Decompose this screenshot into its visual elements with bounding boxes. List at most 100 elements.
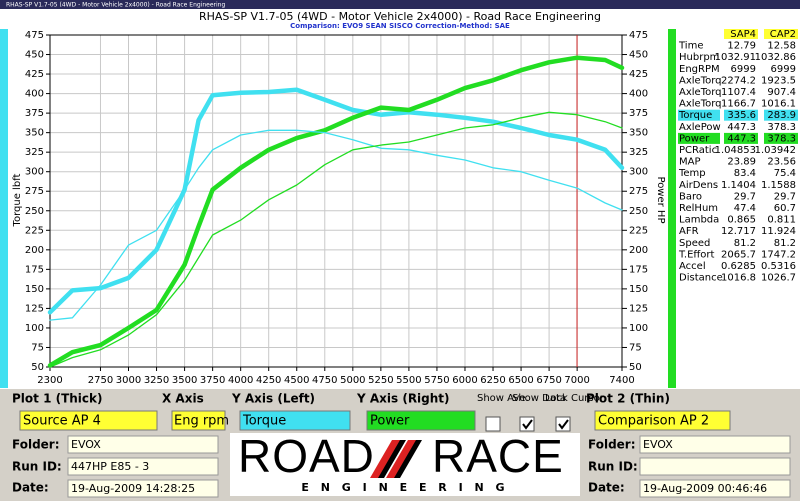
y-tick-label: 450 xyxy=(25,50,44,61)
y2-tick-label: 375 xyxy=(629,108,648,119)
y2-tick-label: 225 xyxy=(629,225,648,236)
header-cell xyxy=(724,29,758,39)
label: Lock Cursor xyxy=(545,393,605,404)
text-field xyxy=(639,435,791,454)
cell: 47.4 xyxy=(734,203,756,214)
cell: 23.89 xyxy=(727,157,756,168)
y-tick-label: 425 xyxy=(25,69,44,80)
label: Show Data xyxy=(512,393,566,404)
row-label: Hubrpm xyxy=(679,52,719,63)
text-field xyxy=(639,457,791,476)
row-label: AFR xyxy=(679,226,699,237)
field-value: EVOX xyxy=(643,438,673,451)
cell: 1.1588 xyxy=(761,180,796,191)
x-tick-label: 7400 xyxy=(609,375,634,386)
y-tick-label: 150 xyxy=(25,284,44,295)
plot: 50 75 100 125 150 175 200 225 250 275 300 325 350 375… xyxy=(25,30,648,386)
cell: 283.9 xyxy=(767,110,796,121)
x-tick-label: 7000 xyxy=(564,375,589,386)
text-field xyxy=(67,457,219,476)
y2-tick-label: 450 xyxy=(629,50,648,61)
logo-road: ROAD xyxy=(238,430,375,482)
y-tick-label: 350 xyxy=(25,128,44,139)
y-axis-label: Torque lbft xyxy=(12,173,23,227)
label: Run ID: xyxy=(12,460,62,474)
checkbox[interactable] xyxy=(485,416,501,432)
y-tick-label: 275 xyxy=(25,186,44,197)
logo-slash xyxy=(378,440,422,478)
y2-tick-label: 75 xyxy=(629,342,642,353)
y2-tick-label: 50 xyxy=(629,362,642,373)
y-tick-label: 175 xyxy=(25,264,44,275)
y-tick-label: 225 xyxy=(25,225,44,236)
text-field xyxy=(67,479,219,498)
y-tick-label: 100 xyxy=(25,323,44,334)
dropdown-value: Torque xyxy=(242,414,286,429)
cell: 1747.2 xyxy=(761,249,796,260)
x-tick-label: 5750 xyxy=(424,375,449,386)
dropdown-value: Comparison AP 2 xyxy=(598,414,709,429)
dropdown-value: Power xyxy=(370,414,410,429)
cell: 83.4 xyxy=(734,168,756,179)
text-field xyxy=(639,479,791,498)
series-line xyxy=(49,129,623,321)
cell: 0.865 xyxy=(727,215,756,226)
row-highlight xyxy=(678,132,720,144)
row-highlight xyxy=(724,132,758,144)
cell: 6999 xyxy=(771,64,796,75)
cell: 0.5316 xyxy=(761,261,796,272)
y2-tick-label: 125 xyxy=(629,303,648,314)
cell: 1026.7 xyxy=(761,273,796,284)
label: Y Axis (Right) xyxy=(356,392,450,406)
header-text: CAP2 xyxy=(770,29,796,40)
label: Folder: xyxy=(12,438,60,452)
y-tick-label: 50 xyxy=(31,362,44,373)
row-label: Temp xyxy=(678,168,706,179)
check-mark xyxy=(558,419,569,430)
y-tick-label: 375 xyxy=(25,108,44,119)
cell: 29.7 xyxy=(734,191,756,202)
row-label: AirDens xyxy=(679,180,718,191)
dropdown[interactable] xyxy=(366,410,476,431)
cell: 335.6 xyxy=(727,110,756,121)
checkbox[interactable] xyxy=(555,416,571,432)
row-label: T.Effort xyxy=(678,249,715,260)
label: Plot 1 (Thick) xyxy=(12,392,103,406)
check-mark xyxy=(522,419,533,430)
series-line xyxy=(49,111,623,368)
data-table: SAP4 CAP2 Time 12.79 12.58 Hubrpm1032.911032.… xyxy=(678,29,798,284)
row-label: Lambda xyxy=(679,215,719,226)
y-tick-label: 200 xyxy=(25,245,44,256)
cell: 1.03942 xyxy=(755,145,796,156)
cell: 447.3 xyxy=(727,122,756,133)
label: Date: xyxy=(12,481,49,495)
y2-tick-label: 325 xyxy=(629,147,648,158)
row-label: Distance xyxy=(679,273,723,284)
cell: 447.3 xyxy=(727,133,756,144)
y2-tick-label: 475 xyxy=(629,30,648,41)
dropdown[interactable] xyxy=(239,410,351,431)
cell: 12.79 xyxy=(727,41,756,52)
row-highlight xyxy=(764,132,798,144)
logo-race: RACE xyxy=(432,430,564,482)
y-tick-label: 300 xyxy=(25,167,44,178)
chart-title: RHAS-SP V1.7-05 (4WD - Motor Vehicle 2x4… xyxy=(199,10,601,23)
field-value: 19-Aug-2009 14:28:25 xyxy=(71,482,195,495)
label: Run ID: xyxy=(588,460,638,474)
y2-tick-label: 350 xyxy=(629,128,648,139)
x-tick-label: 3750 xyxy=(200,375,225,386)
dropdown[interactable] xyxy=(171,410,226,431)
y-tick-label: 400 xyxy=(25,89,44,100)
x-tick-label: 2750 xyxy=(88,375,113,386)
checkbox[interactable] xyxy=(519,416,535,432)
dropdown[interactable] xyxy=(594,410,731,431)
cell: 0.6285 xyxy=(721,261,756,272)
header-cell xyxy=(764,29,798,39)
row-label: AxleTorq xyxy=(679,87,722,98)
cell: 1016.8 xyxy=(721,273,756,284)
dropdown[interactable] xyxy=(19,410,158,431)
x-tick-label: 6000 xyxy=(452,375,477,386)
x-tick-label: 3250 xyxy=(144,375,169,386)
cell: 1166.7 xyxy=(721,99,756,110)
